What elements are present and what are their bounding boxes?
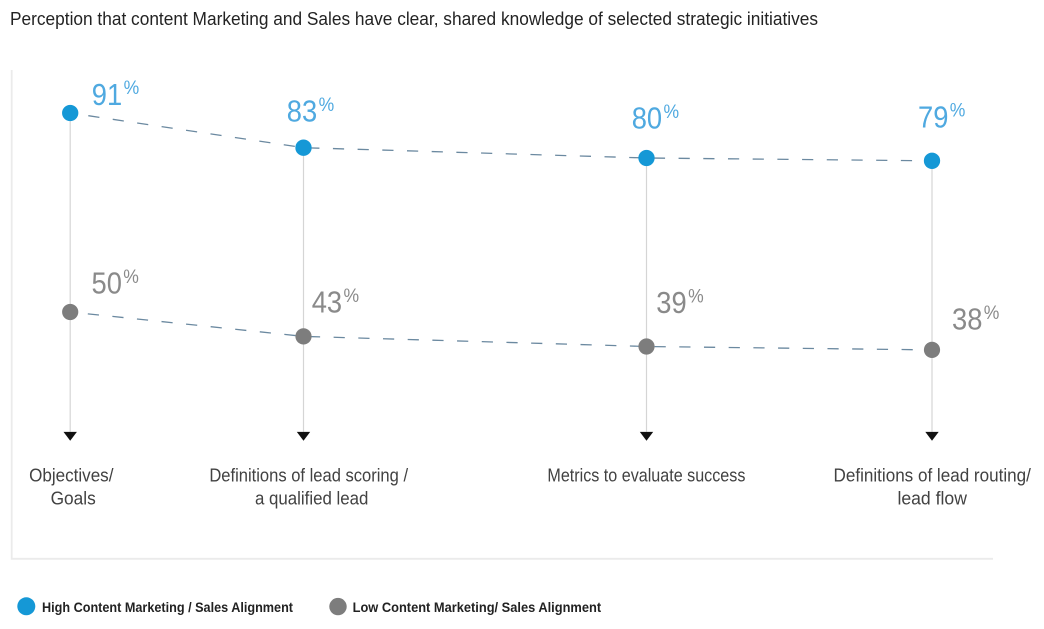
svg-text:39: 39 bbox=[656, 285, 686, 320]
svg-text:Goals: Goals bbox=[51, 488, 96, 509]
svg-text:%: % bbox=[984, 303, 1000, 324]
svg-text:83: 83 bbox=[287, 94, 317, 129]
svg-text:80: 80 bbox=[632, 100, 662, 135]
svg-text:Objectives/: Objectives/ bbox=[29, 465, 114, 486]
svg-text:%: % bbox=[950, 101, 966, 122]
svg-text:43: 43 bbox=[312, 284, 342, 319]
svg-text:%: % bbox=[124, 78, 140, 99]
svg-text:a qualified lead: a qualified lead bbox=[255, 488, 368, 509]
svg-text:Metrics to evaluate success: Metrics to evaluate success bbox=[547, 465, 745, 486]
svg-text:Low Content Marketing/ Sales A: Low Content Marketing/ Sales Alignment bbox=[353, 600, 602, 616]
svg-text:%: % bbox=[664, 102, 680, 123]
svg-text:High Content Marketing / Sales: High Content Marketing / Sales Alignment bbox=[42, 600, 293, 616]
svg-text:%: % bbox=[319, 95, 335, 116]
svg-text:Definitions of lead scoring /: Definitions of lead scoring / bbox=[209, 465, 408, 486]
svg-text:Perception that content Market: Perception that content Marketing and Sa… bbox=[10, 8, 818, 29]
svg-text:lead flow: lead flow bbox=[897, 488, 967, 509]
svg-text:%: % bbox=[344, 286, 360, 307]
svg-text:79: 79 bbox=[918, 99, 948, 134]
svg-text:38: 38 bbox=[952, 302, 982, 337]
svg-text:Definitions of lead routing/: Definitions of lead routing/ bbox=[834, 465, 1032, 486]
svg-text:%: % bbox=[123, 267, 139, 288]
svg-text:%: % bbox=[688, 287, 704, 308]
svg-text:91: 91 bbox=[92, 77, 122, 112]
svg-text:50: 50 bbox=[92, 265, 122, 300]
